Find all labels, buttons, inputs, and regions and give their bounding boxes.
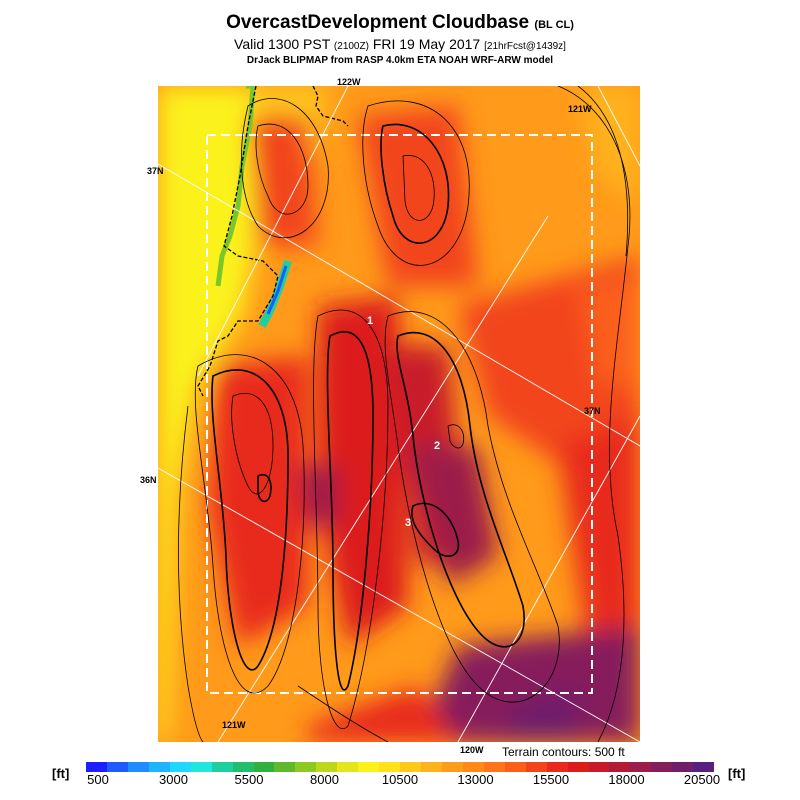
colorbar-swatch — [253, 762, 275, 772]
title-suffix: (BL CL) — [534, 19, 574, 31]
model-source: DrJack BLIPMAP from RASP 4.0km ETA NOAH … — [246, 55, 554, 66]
lon-label-122w-top: 122W — [337, 77, 361, 87]
map-title: OvercastDevelopment Cloudbase (BL CL) — [226, 12, 574, 33]
colorbar-swatch — [316, 762, 338, 772]
colorbar-swatch — [546, 762, 568, 772]
colorbar-swatch — [421, 762, 442, 772]
colorbar-swatch — [693, 762, 715, 772]
graticule — [158, 86, 640, 742]
cloudbase-map: 122W 121W 121W 37N 37N 1 2 3 — [158, 86, 640, 742]
terrain-contour-note: Terrain contours: 500 ft — [502, 745, 625, 759]
colorbar-swatch — [358, 762, 380, 772]
terrain-contours — [178, 86, 631, 742]
colorbar-swatch — [148, 762, 170, 772]
colorbar-swatch — [86, 762, 107, 772]
colorbar-swatch — [106, 762, 128, 772]
valid-time: Valid 1300 PST (2100Z) FRI 19 May 2017 [… — [234, 36, 566, 52]
colorbar-tick-label: 500 — [87, 772, 109, 787]
colorbar-tick-label: 20500 — [683, 772, 721, 787]
point-label-1: 1 — [367, 315, 373, 327]
colorbar-swatch — [441, 762, 463, 772]
point-label-2: 2 — [434, 440, 440, 452]
coastline-shallow — [215, 86, 256, 287]
inner-domain-box — [206, 134, 593, 694]
colorbar-tick-label: 18000 — [608, 772, 645, 787]
colorbar-tick-label: 13000 — [457, 772, 494, 787]
colorbar-swatch — [672, 762, 694, 772]
colorbar-tick-label: 15500 — [532, 772, 570, 787]
colorbar-unit-left: [ft] — [52, 766, 70, 781]
colorbar-swatch — [232, 762, 254, 772]
colorbar-swatch — [274, 762, 296, 772]
colorbar-tick-label: 5500 — [234, 772, 264, 787]
colorbar-swatch — [400, 762, 421, 772]
colorbar-swatch — [127, 762, 149, 772]
colorbar-swatch — [651, 762, 673, 772]
colorbar-swatch — [295, 762, 317, 772]
coastline — [197, 86, 349, 397]
colorbar-swatch — [337, 762, 359, 772]
colorbar — [86, 762, 715, 772]
colorbar-swatch — [567, 762, 589, 772]
colorbar-swatch — [504, 762, 526, 772]
colorbar-swatch — [190, 762, 212, 772]
colorbar-ticks: 500 3000 5500 8000 10500 13000 15500 18000 20500 — [86, 772, 720, 790]
colorbar-unit-right: [ft] — [728, 766, 746, 781]
point-label-3: 3 — [405, 517, 411, 529]
color-field — [158, 86, 640, 742]
colorbar-swatch — [588, 762, 610, 772]
colorbar-tick-label: 3000 — [159, 772, 188, 787]
lon-label-121w-top: 121W — [568, 104, 592, 114]
lat-label-36n: 36N — [140, 475, 157, 485]
colorbar-swatch — [379, 762, 401, 772]
colorbar-swatch — [169, 762, 191, 772]
colorbar-swatch — [483, 762, 505, 772]
lon-label-121w-bottom: 121W — [222, 720, 246, 730]
colorbar-swatch — [630, 762, 652, 772]
lat-label-37n-right: 37N — [584, 406, 601, 416]
colorbar-swatch — [525, 762, 547, 772]
colorbar-swatch — [462, 762, 484, 772]
lat-label-37n-outer: 37N — [147, 166, 164, 176]
colorbar-swatch — [211, 762, 233, 772]
colorbar-tick-label: 8000 — [310, 772, 339, 787]
lon-label-120w: 120W — [460, 745, 484, 755]
colorbar-tick-label: 10500 — [381, 772, 419, 787]
colorbar-swatch — [609, 762, 631, 772]
